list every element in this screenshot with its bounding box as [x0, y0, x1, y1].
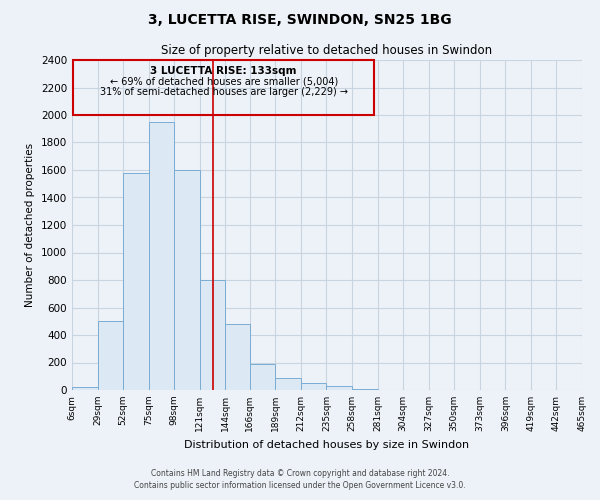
Text: Contains public sector information licensed under the Open Government Licence v3: Contains public sector information licen…: [134, 481, 466, 490]
X-axis label: Distribution of detached houses by size in Swindon: Distribution of detached houses by size …: [184, 440, 470, 450]
Bar: [174, 170, 200, 390]
Bar: [250, 364, 275, 390]
Text: 3 LUCETTA RISE: 133sqm: 3 LUCETTA RISE: 133sqm: [151, 66, 297, 76]
Bar: [200, 280, 226, 390]
Bar: [73, 60, 374, 115]
Bar: [326, 386, 352, 390]
Title: Size of property relative to detached houses in Swindon: Size of property relative to detached ho…: [161, 44, 493, 58]
Bar: [149, 122, 174, 390]
Bar: [98, 322, 123, 390]
Text: ← 69% of detached houses are smaller (5,004): ← 69% of detached houses are smaller (5,…: [110, 76, 338, 86]
Text: Contains HM Land Registry data © Crown copyright and database right 2024.: Contains HM Land Registry data © Crown c…: [151, 468, 449, 477]
Bar: [226, 324, 250, 390]
Bar: [123, 173, 149, 390]
Bar: [72, 386, 98, 390]
Bar: [301, 383, 326, 390]
Bar: [275, 378, 301, 390]
Text: 31% of semi-detached houses are larger (2,229) →: 31% of semi-detached houses are larger (…: [100, 87, 347, 97]
Text: 3, LUCETTA RISE, SWINDON, SN25 1BG: 3, LUCETTA RISE, SWINDON, SN25 1BG: [148, 12, 452, 26]
Y-axis label: Number of detached properties: Number of detached properties: [25, 143, 35, 307]
